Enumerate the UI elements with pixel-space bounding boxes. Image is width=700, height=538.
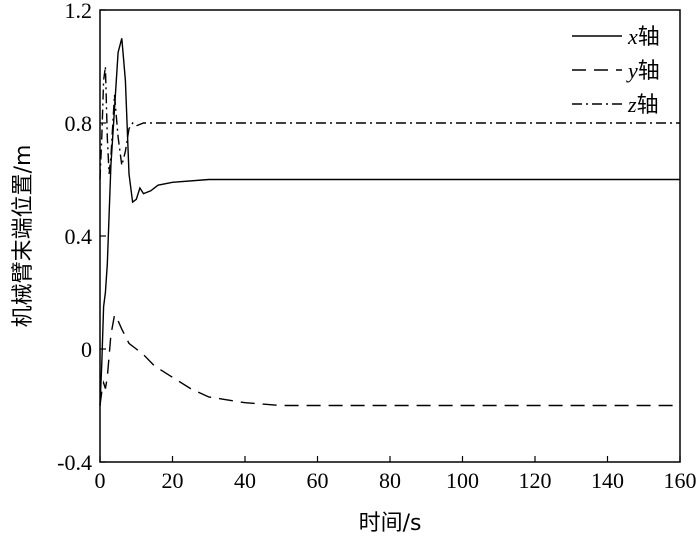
series-line-x bbox=[99, 38, 680, 406]
x-tick-label: 100 bbox=[446, 468, 479, 493]
plot-frame bbox=[99, 9, 681, 463]
y-axis-title: 机械臂末端位置/m bbox=[11, 145, 36, 328]
legend-label-z: z轴 bbox=[627, 92, 659, 118]
x-tick-label: 80 bbox=[379, 468, 401, 493]
series-lines bbox=[99, 38, 680, 407]
y-tick-label: 0.8 bbox=[65, 111, 93, 136]
x-tick-label: 0 bbox=[95, 468, 106, 493]
series-line-z bbox=[99, 66, 680, 180]
legend-label-y: y轴 bbox=[626, 58, 660, 84]
x-tick-label: 40 bbox=[234, 468, 256, 493]
x-tick-label: 60 bbox=[307, 468, 329, 493]
series-line-y bbox=[99, 313, 680, 407]
x-tick-label: 120 bbox=[519, 468, 552, 493]
y-tick-label: 1.2 bbox=[65, 0, 93, 23]
y-tick-label: 0 bbox=[81, 337, 92, 362]
x-tick-label: 20 bbox=[162, 468, 184, 493]
y-tick-label: -0.4 bbox=[57, 450, 92, 475]
legend: x轴 y轴 z轴 bbox=[572, 24, 660, 118]
x-tick-label: 160 bbox=[664, 468, 697, 493]
legend-label-x: x轴 bbox=[627, 24, 660, 50]
x-tick-label: 140 bbox=[591, 468, 624, 493]
axis-ticks: 0 20 40 60 80 100 120 140 160-0.400.40.81.2 bbox=[57, 0, 696, 493]
x-axis-title: 时间/s bbox=[359, 511, 422, 536]
y-tick-label: 0.4 bbox=[65, 224, 93, 249]
